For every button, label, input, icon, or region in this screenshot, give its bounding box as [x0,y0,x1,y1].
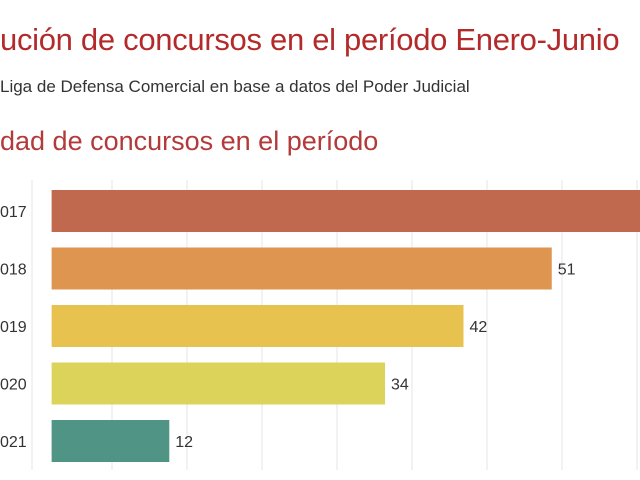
page-subtitle: Liga de Defensa Comercial en base a dato… [0,77,470,96]
category-label-021: 021 [0,434,27,451]
labels: 017 018 51 019 42 020 34 021 12 [0,204,576,451]
data-label-020: 34 [391,377,409,394]
bar-018 [51,247,552,290]
bar-021 [51,420,170,462]
category-label-019: 019 [0,319,27,336]
bar-020 [51,362,386,405]
bar-017 [51,190,640,232]
bars [51,190,640,462]
category-label-018: 018 [0,262,27,279]
data-label-018: 51 [558,262,576,279]
bar-019 [51,305,464,347]
chart-title: dad de concursos en el período [0,126,379,156]
data-label-021: 12 [175,434,193,451]
page-title: ución de concursos en el período Enero-J… [0,22,620,57]
category-label-017: 017 [0,204,27,221]
data-label-019: 42 [469,319,487,336]
bar-chart: 017 018 51 019 42 020 34 021 12 [0,180,640,470]
category-label-020: 020 [0,377,27,394]
